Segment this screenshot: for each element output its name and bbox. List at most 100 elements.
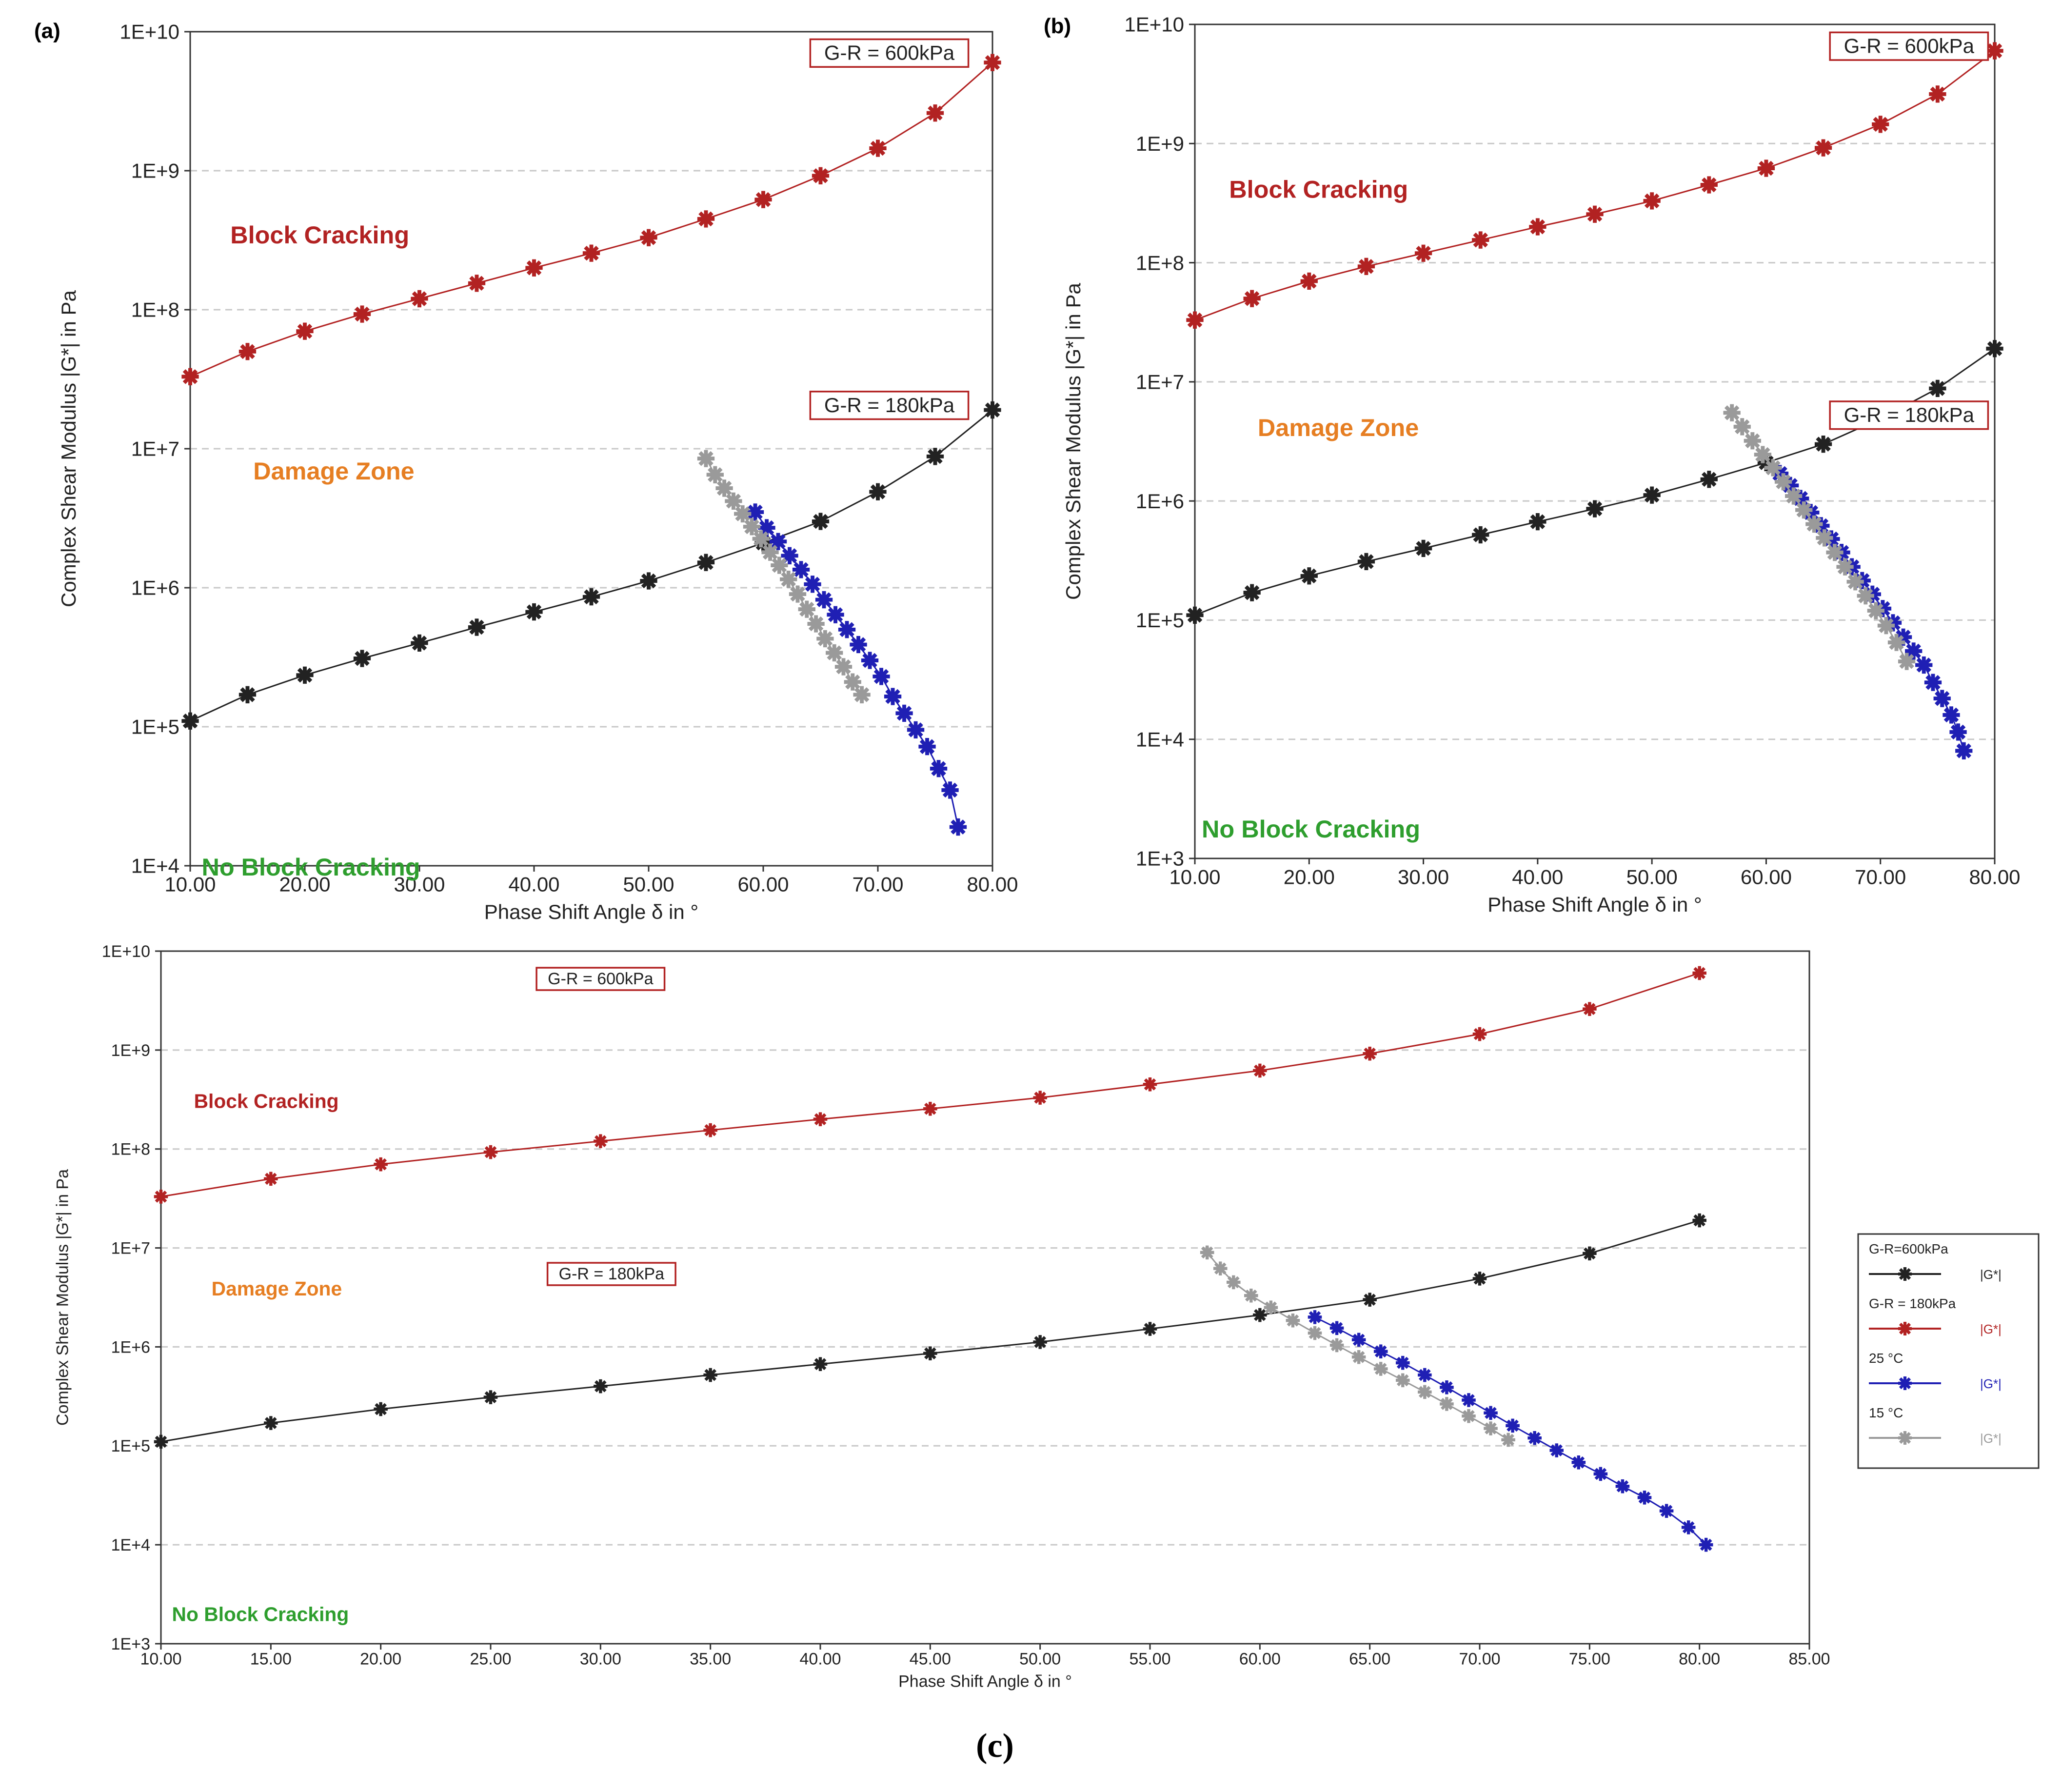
x-tick-label: 30.00	[1398, 866, 1449, 889]
data-point	[984, 401, 1001, 419]
data-point	[1887, 634, 1905, 651]
data-point	[1462, 1409, 1476, 1423]
data-point	[154, 1190, 168, 1204]
x-tick-label: 80.00	[1969, 866, 2020, 889]
data-point	[1898, 653, 1916, 670]
data-point	[296, 666, 314, 684]
x-axis-label: Phase Shift Angle δ in °	[484, 900, 698, 923]
data-point	[844, 673, 861, 691]
data-point	[1300, 567, 1318, 585]
data-point	[238, 686, 257, 703]
data-point	[1986, 340, 2003, 358]
data-point	[1253, 1063, 1267, 1078]
x-tick-label: 50.00	[623, 873, 674, 896]
data-point	[826, 644, 843, 662]
data-point	[1506, 1418, 1520, 1433]
data-point	[1501, 1433, 1515, 1447]
zone-label: No Block Cracking	[1202, 815, 1420, 843]
data-point	[923, 1346, 937, 1360]
legend-group-label: 25 °C	[1869, 1351, 1903, 1366]
annotation-box	[809, 391, 970, 420]
legend-group-label: 15 °C	[1869, 1405, 1903, 1420]
data-point	[780, 571, 797, 588]
data-point	[1143, 1322, 1157, 1336]
data-point	[798, 600, 815, 618]
data-point	[1933, 690, 1951, 707]
panel-label: (a)	[34, 19, 60, 43]
x-tick-label: 70.00	[1459, 1650, 1500, 1669]
chart-panel-b: 1E+3 1E+4 1E+5 1E+6 1E+7 1E+8 1E+9 1E+10 10.00 20…	[1044, 13, 2021, 916]
zone-label: Damage Zone	[212, 1277, 342, 1300]
data-point	[1264, 1300, 1278, 1314]
data-point	[1395, 1355, 1410, 1370]
legend-entry-label: |G*|	[1980, 1431, 2002, 1446]
data-point	[1877, 617, 1895, 635]
data-point	[1440, 1397, 1454, 1411]
data-point	[703, 1123, 717, 1137]
data-point	[869, 139, 887, 157]
data-point	[1472, 526, 1489, 544]
data-point	[1615, 1479, 1630, 1493]
data-point	[1440, 1380, 1454, 1394]
data-point	[1929, 379, 1946, 398]
annotation-box	[1829, 31, 1989, 61]
data-point	[1805, 515, 1823, 533]
plot-frame	[1194, 23, 1996, 859]
data-point	[374, 1402, 388, 1416]
data-point	[1373, 1344, 1388, 1358]
x-tick-label: 70.00	[852, 873, 903, 896]
data-point	[884, 688, 902, 705]
y-tick-label: 1E+10	[119, 20, 179, 43]
data-point	[930, 760, 948, 777]
data-point	[697, 210, 715, 228]
data-point	[807, 615, 825, 633]
y-tick-label: 1E+8	[131, 299, 179, 321]
data-point	[1527, 1431, 1542, 1445]
data-point	[1692, 1213, 1706, 1228]
data-point	[1373, 1362, 1388, 1376]
data-point	[1785, 487, 1803, 505]
x-axis-label: Phase Shift Angle δ in °	[898, 1672, 1072, 1691]
y-tick-label: 1E+5	[1136, 609, 1184, 632]
data-point	[812, 167, 830, 184]
data-point	[582, 244, 600, 262]
y-tick-label: 1E+4	[111, 1536, 150, 1554]
data-point	[1700, 176, 1718, 194]
legend-group-label: G-R=600kPa	[1869, 1241, 1948, 1256]
data-point	[238, 343, 257, 360]
y-tick-label: 1E+9	[131, 159, 179, 182]
x-tick-label: 10.00	[140, 1650, 181, 1669]
data-point	[1226, 1275, 1241, 1290]
data-point	[838, 621, 856, 638]
data-point	[816, 630, 834, 648]
data-point	[1213, 1261, 1228, 1275]
data-point	[1774, 473, 1792, 491]
data-point	[1484, 1406, 1498, 1420]
legend-entry-label: |G*|	[1980, 1267, 2002, 1282]
data-point	[1754, 446, 1772, 463]
data-point	[1300, 272, 1318, 290]
data-point	[1643, 486, 1661, 504]
y-tick-label: 1E+10	[102, 942, 150, 961]
data-point	[1529, 513, 1546, 531]
data-point	[1351, 1350, 1366, 1364]
annotation-box	[809, 38, 970, 68]
data-point	[771, 557, 788, 574]
data-point	[850, 636, 867, 654]
data-point	[1286, 1313, 1300, 1328]
data-point	[941, 781, 959, 799]
data-point	[697, 554, 715, 571]
x-tick-label: 55.00	[1129, 1650, 1170, 1669]
data-point	[813, 1357, 828, 1371]
data-point	[1586, 500, 1604, 518]
data-point	[1418, 1368, 1432, 1382]
data-point	[1723, 404, 1741, 421]
data-point	[154, 1434, 168, 1449]
x-tick-label: 15.00	[250, 1650, 292, 1669]
data-point	[1816, 529, 1833, 547]
legend-marker	[1898, 1431, 1912, 1445]
y-tick-label: 1E+6	[131, 577, 179, 599]
data-point	[1826, 543, 1844, 561]
zone-label: Damage Zone	[1258, 414, 1419, 441]
data-point	[1699, 1537, 1713, 1552]
